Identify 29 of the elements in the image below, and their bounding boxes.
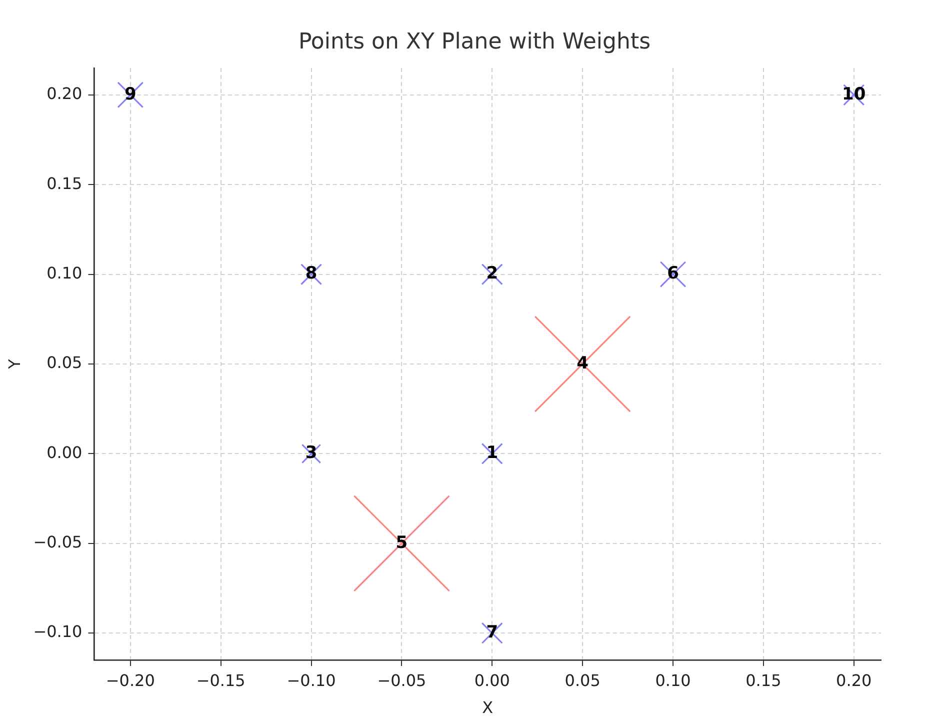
x-tick-label: 0.20 xyxy=(836,670,872,690)
annotation: 4 xyxy=(576,353,589,374)
annotation: 9 xyxy=(124,84,136,104)
x-tick-label: 0.10 xyxy=(655,670,691,690)
annotation: 3 xyxy=(305,443,318,464)
y-tick-label: 0.20 xyxy=(46,84,82,104)
annotation: 6 xyxy=(667,264,679,284)
y-axis-title: Y xyxy=(4,358,24,370)
chart-title: Points on XY Plane with Weights xyxy=(298,30,651,55)
y-tick-label: −0.10 xyxy=(33,622,82,642)
x-tick-label: −0.05 xyxy=(377,670,426,690)
x-tick-label: 0.05 xyxy=(564,670,600,690)
x-tick-label: 0.00 xyxy=(474,670,510,690)
y-tick-label: −0.05 xyxy=(33,532,82,552)
x-tick-label: −0.20 xyxy=(106,670,155,690)
y-tick-label: 0.00 xyxy=(46,442,82,462)
y-tick-label: 0.15 xyxy=(46,174,82,193)
x-tick-label: −0.10 xyxy=(286,670,336,690)
annotation: 10 xyxy=(842,84,866,104)
annotation: 7 xyxy=(486,622,498,643)
annotation: 8 xyxy=(305,264,318,284)
y-tick-label: 0.05 xyxy=(46,353,82,372)
y-tick-label: 0.10 xyxy=(46,263,82,282)
x-tick-label: 0.15 xyxy=(746,670,782,690)
annotation: 1 xyxy=(486,443,498,464)
x-axis-title: X xyxy=(482,698,494,717)
annotation: 2 xyxy=(486,264,498,284)
annotation: 5 xyxy=(396,532,408,553)
x-tick-label: −0.15 xyxy=(196,670,246,690)
